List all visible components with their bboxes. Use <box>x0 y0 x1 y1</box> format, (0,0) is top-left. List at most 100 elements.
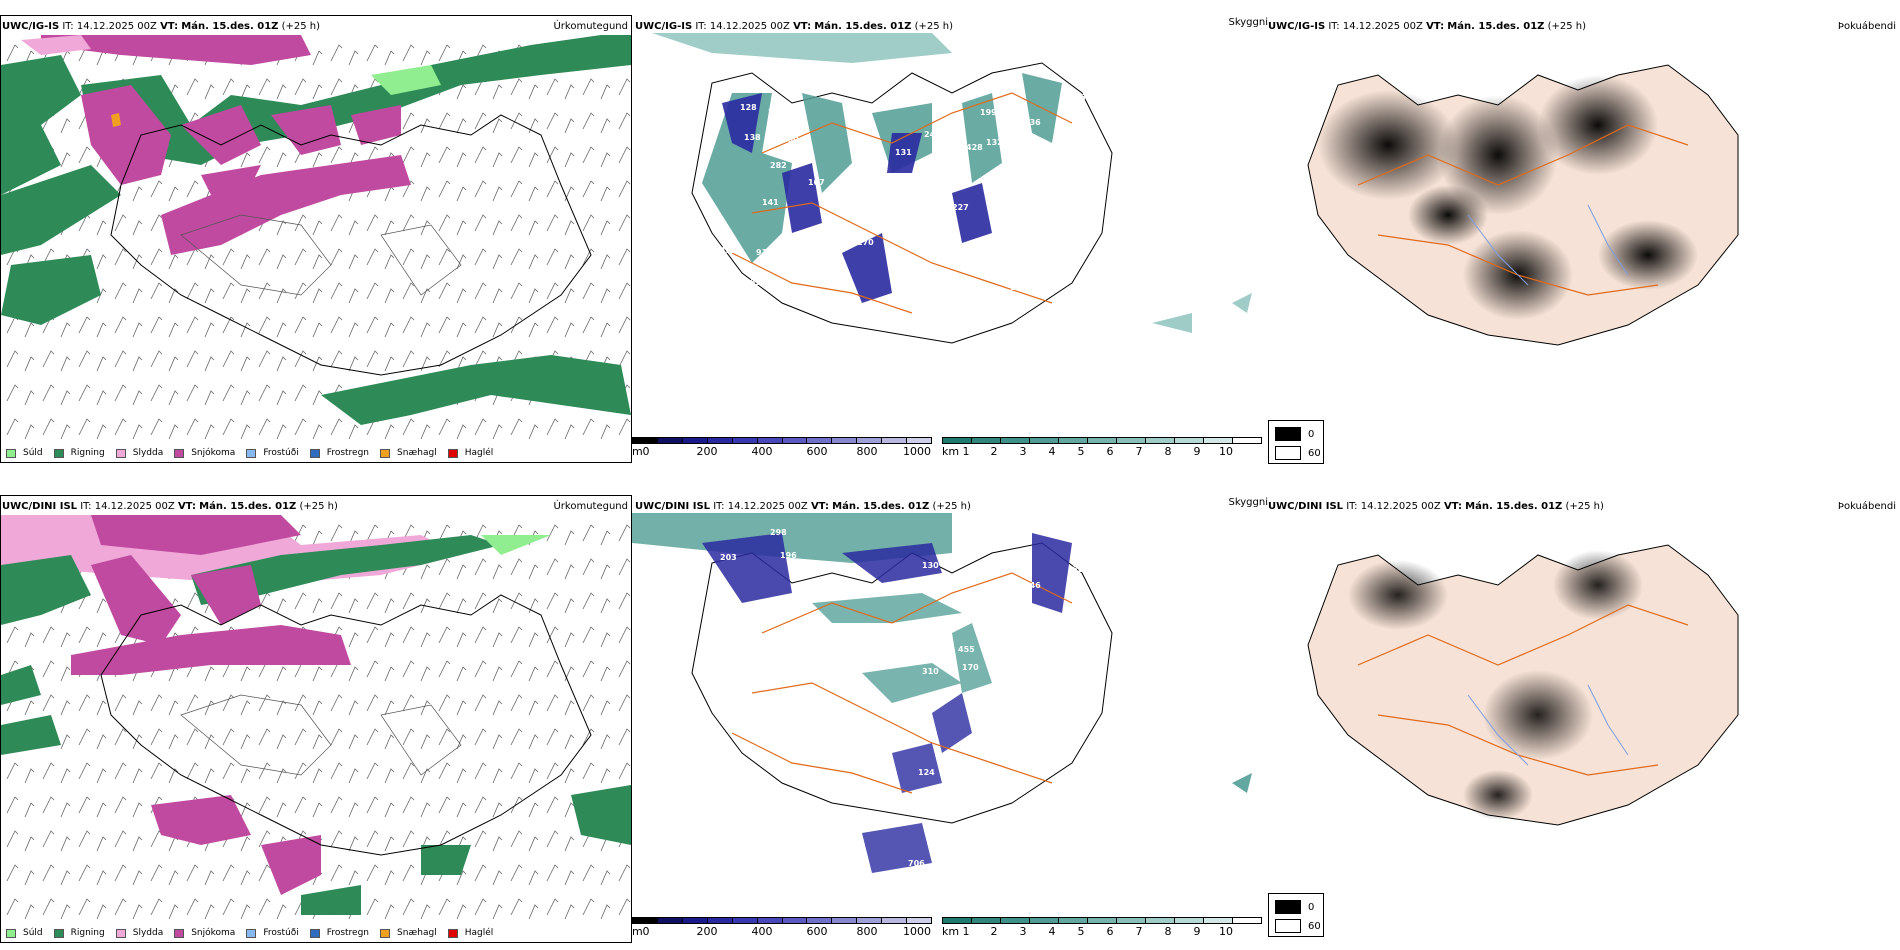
ceiling-label: 124 <box>918 768 935 777</box>
ceiling-label: 78 <box>768 363 780 372</box>
fog-map-svg <box>1307 544 1739 826</box>
fog-map-top <box>1268 35 1900 435</box>
legend-item: Rigning <box>53 928 105 938</box>
colorbar-tick: 1 <box>962 445 970 458</box>
ceiling-label: 227 <box>952 203 969 212</box>
vt-value: Mán. 15.des. 01Z <box>181 21 279 32</box>
colorbar-cell <box>807 918 833 923</box>
ceiling-label: 706 <box>908 859 925 868</box>
vt-value: Mán. 15.des. 01Z <box>832 501 930 512</box>
snow-pellets-area <box>111 113 121 127</box>
precip-legend-bottom: Súld Rigning Slydda Snjókoma Frostúði Fr… <box>6 925 504 941</box>
colorbar-cell <box>943 918 972 923</box>
precip-title-bottom: Úrkomutegund <box>553 501 628 512</box>
colorbar-tick: 0 <box>642 445 650 458</box>
colorbar-cell <box>757 438 783 443</box>
fog-legend-row: 60 <box>1275 919 1321 933</box>
ceiling-label: 100 <box>814 303 831 312</box>
legend-item: Haglél <box>447 928 493 938</box>
fog-legend-swatch <box>1275 900 1301 914</box>
precip-map-bottom <box>1 515 631 925</box>
snow-area <box>81 85 171 185</box>
legend-label: Rigning <box>70 448 105 458</box>
it-label: IT: <box>80 501 92 512</box>
model-name: UWC/IG-IS <box>1268 21 1326 32</box>
ceiling-label: 10 <box>910 358 922 367</box>
ceiling-label: 59 <box>914 883 926 892</box>
legend-swatch <box>174 448 185 458</box>
rain-area <box>1 255 101 325</box>
snow-area <box>91 515 301 555</box>
snow-area <box>41 35 311 65</box>
legend-swatch <box>6 448 16 458</box>
ceiling-label: 244 <box>924 130 941 139</box>
cloud-title-bottom: Skyggni <box>1228 497 1268 508</box>
colorbar-cell <box>1175 918 1204 923</box>
it-value: 14.12.2025 00Z <box>76 21 157 32</box>
it-value: 14.12.2025 00Z <box>1342 21 1423 32</box>
fog-legend-label: 0 <box>1308 901 1315 913</box>
colorbar-tick: 200 <box>696 925 718 938</box>
cloud-panel-bottom: UWC/DINI ISL IT: 14.12.2025 00Z VT: Mán.… <box>632 495 1268 943</box>
fog-header-top: UWC/IG-IS IT: 14.12.2025 00Z VT: Mán. 15… <box>1268 21 1586 33</box>
ceiling-colorbar-bottom: m 0 200 400 600 800 1000 <box>632 917 932 938</box>
vt-value: Mán. 15.des. 01Z <box>814 21 912 32</box>
legend-swatch <box>115 448 126 458</box>
precip-frame-bottom <box>0 495 632 943</box>
ceiling-label: 282 <box>770 161 787 170</box>
legend-label: Slydda <box>132 448 164 458</box>
ceiling-label: 117 <box>952 756 969 765</box>
visibility-area <box>1152 293 1252 333</box>
snow-area <box>71 625 351 675</box>
colorbar-tick: 800 <box>856 925 878 938</box>
ceiling-label: 346 <box>1024 581 1041 590</box>
ceiling-label: 130 <box>922 561 939 570</box>
fog-area <box>1348 560 1448 630</box>
glacier-outline <box>180 694 462 776</box>
lead-time: (+25 h) <box>914 21 954 32</box>
colorbar-tick: 5 <box>1077 445 1085 458</box>
coastline <box>110 114 592 376</box>
fog-legend-label: 60 <box>1308 447 1321 459</box>
colorbar-tick: 0 <box>642 925 650 938</box>
vt-label: VT: <box>177 501 196 512</box>
ceiling-label: 83 <box>772 843 784 852</box>
ceiling-label: 205 <box>768 108 785 117</box>
colorbar-tick: 9 <box>1193 445 1201 458</box>
ceiling-label: 101 <box>1042 303 1059 312</box>
fog-legend-swatch <box>1275 446 1301 460</box>
legend-item: Slydda <box>115 928 163 938</box>
it-label: IT: <box>713 501 725 512</box>
colorbar-cell <box>633 918 658 923</box>
lead-time: (+25 h) <box>299 501 338 512</box>
ceiling-label: 236 <box>1024 118 1041 127</box>
ceiling-label: 154 <box>974 585 991 594</box>
coastline <box>100 594 592 856</box>
precip-map-svg <box>1 35 631 445</box>
colorbar-cell <box>807 438 833 443</box>
colorbar-tick: 400 <box>751 445 773 458</box>
colorbar-tick: 1000 <box>903 445 931 458</box>
visibility-colorbar-bottom: km 1 2 3 4 5 6 7 8 9 10 <box>942 917 1262 938</box>
ceiling-label: 107 <box>1010 283 1027 292</box>
ceiling-area <box>722 93 992 303</box>
fog-map-svg <box>1307 64 1739 346</box>
colorbar-cell <box>1146 918 1175 923</box>
colorbar-cell <box>1059 918 1088 923</box>
legend-item: Slydda <box>115 448 164 458</box>
colorbar-cells <box>632 437 932 444</box>
vt-label: VT: <box>1426 21 1445 32</box>
legend-item: Snæhagl <box>380 448 437 458</box>
colorbar-tick: 6 <box>1106 925 1114 938</box>
legend-item: Súld <box>6 448 43 458</box>
ceiling-label: 541 <box>876 173 893 182</box>
colorbar-unit: km <box>942 445 960 458</box>
ceiling-label: 128 <box>1072 553 1089 562</box>
snow-area <box>91 555 261 645</box>
colorbar-cell <box>1059 438 1088 443</box>
colorbar-cells <box>942 437 1262 444</box>
it-value: 14.12.2025 00Z <box>727 501 808 512</box>
model-name: UWC/DINI ISL <box>1268 501 1344 512</box>
colorbar-ticks: m 0 200 400 600 800 1000 <box>632 444 932 458</box>
model-name: UWC/IG-IS <box>635 21 693 32</box>
